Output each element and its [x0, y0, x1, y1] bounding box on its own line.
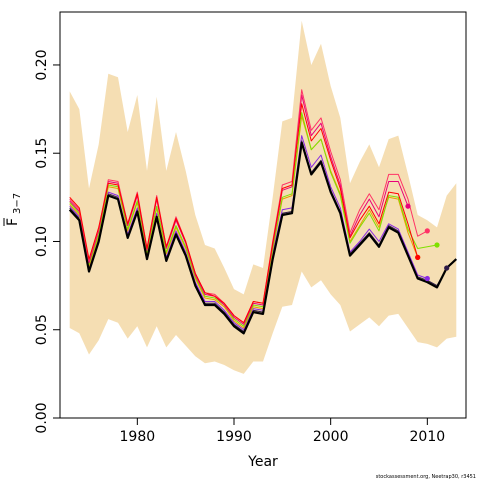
x-axis: 1980 1990 2000 2010: [120, 418, 446, 445]
y-axis-title-main: F: [5, 218, 21, 226]
series-endpoint-7: [415, 254, 421, 260]
series-layer: [68, 89, 458, 335]
plot-frame: [59, 11, 467, 419]
x-axis-title: Year: [247, 454, 278, 470]
x-tick-label-1980: 1980: [120, 429, 156, 445]
footnote: stockassessment.org, Neetrap30, r3451: [376, 474, 476, 480]
series-line-3: [69, 115, 419, 329]
y-tick-label-0.15: 0.15: [34, 138, 50, 169]
series-line-4: [69, 112, 438, 327]
x-tick-label-1990: 1990: [216, 429, 252, 445]
series-endpoint-1: [444, 265, 450, 271]
confidence-band-layer: [69, 20, 457, 374]
series-line-2: [69, 135, 428, 331]
endpoint-dot-layer: [405, 203, 450, 282]
y-tick-label-0.00: 0.00: [34, 402, 50, 433]
series-line-7: [69, 103, 419, 324]
y-axis-title: F 3−7: [3, 193, 23, 226]
x-tick-label-2000: 2000: [313, 429, 349, 445]
y-tick-label-0.20: 0.20: [34, 49, 50, 80]
series-endpoint-6: [424, 228, 430, 234]
x-tick-label-2010: 2010: [410, 429, 446, 445]
y-axis-title-sub: 3−7: [12, 193, 23, 214]
confidence-band: [69, 20, 457, 374]
series-endpoint-5: [405, 203, 411, 209]
y-axis: 0.00 0.05 0.10 0.15 0.20: [34, 49, 60, 434]
series-line-0: [68, 141, 458, 335]
series-endpoint-4: [434, 242, 440, 248]
y-tick-label-0.10: 0.10: [34, 226, 50, 257]
y-tick-label-0.05: 0.05: [34, 314, 50, 345]
series-endpoint-2: [424, 275, 430, 282]
